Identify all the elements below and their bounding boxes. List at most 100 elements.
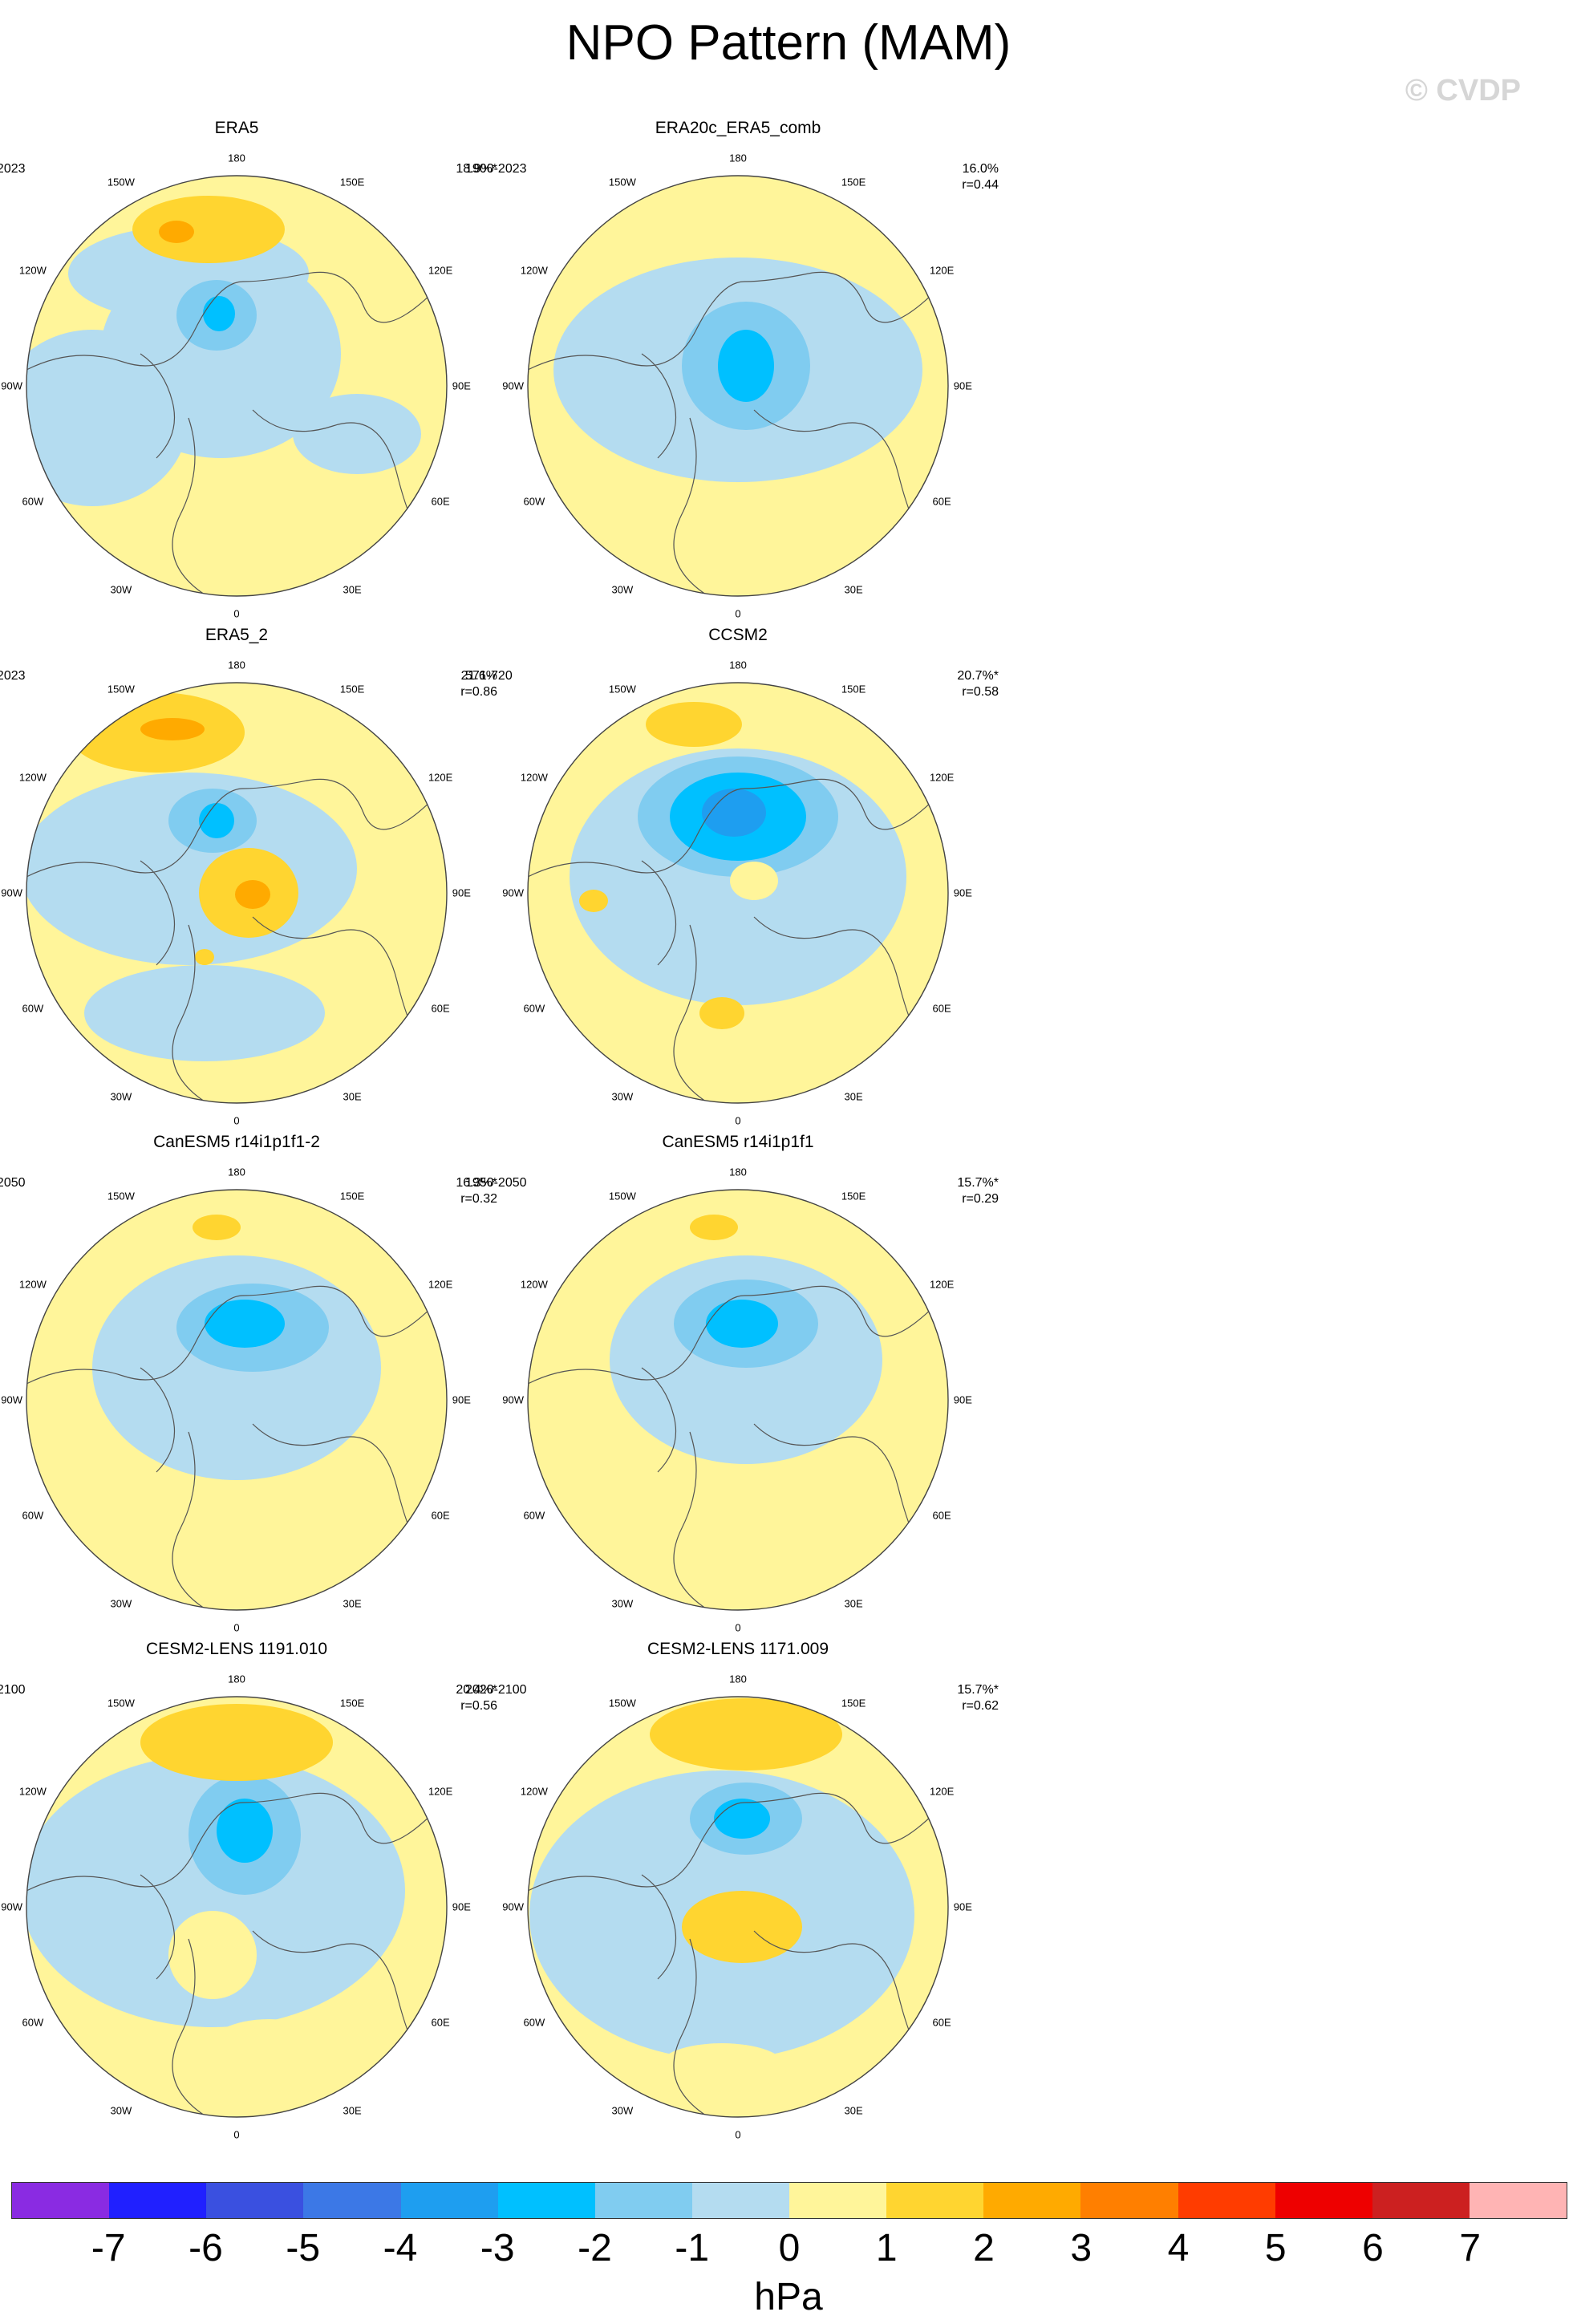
- variance-explained: 21.6%: [460, 669, 497, 683]
- longitude-label: 120E: [929, 1278, 955, 1291]
- longitude-label: 150E: [841, 683, 866, 696]
- map-shading: [528, 1697, 948, 2117]
- map-shading: [26, 1190, 447, 1610]
- longitude-label: 180: [228, 659, 245, 671]
- coastline: [528, 1285, 938, 1609]
- polar-map: [527, 1696, 949, 2118]
- longitude-label: 120E: [929, 771, 955, 784]
- longitude-label: 30W: [611, 1090, 634, 1103]
- longitude-label: 90E: [953, 1393, 972, 1406]
- colorbar-tick-label: -6: [189, 2227, 223, 2269]
- longitude-label: 60W: [523, 1509, 545, 1522]
- longitude-label: 90E: [452, 1393, 471, 1406]
- longitude-label: 180: [729, 1673, 747, 1685]
- longitude-label: 60E: [932, 1509, 951, 1522]
- longitude-label: 120E: [929, 1785, 955, 1798]
- longitude-label: 30E: [343, 1090, 362, 1103]
- map-shading: [26, 176, 447, 596]
- pattern-correlation: r=0.58: [962, 685, 999, 699]
- longitude-label: 150E: [841, 1697, 866, 1710]
- longitude-label: 90W: [502, 379, 525, 392]
- longitude-label: 60W: [523, 2016, 545, 2029]
- contour-region: [235, 880, 270, 909]
- coastline: [26, 1285, 436, 1609]
- colorbar-tick-label: -5: [286, 2227, 321, 2269]
- longitude-label: 180: [228, 1673, 245, 1685]
- longitude-label: 180: [228, 1166, 245, 1178]
- pattern-correlation: r=0.86: [460, 685, 497, 699]
- period-label: 1950-2023: [0, 162, 26, 176]
- map-panel: CanESM5 r14i1p1f1-2 1940-2050 16.3%* r=0.32…: [0, 1133, 541, 1634]
- polar-map: [527, 175, 949, 597]
- variance-explained: 20.7%*: [957, 669, 999, 683]
- period-label: 2020-2100: [0, 1683, 26, 1697]
- longitude-label: 120W: [18, 771, 47, 784]
- longitude-label: 150E: [339, 1190, 365, 1203]
- longitude-label: 0: [735, 607, 741, 620]
- contour-region: [650, 1698, 842, 1770]
- longitude-label: 120W: [18, 1278, 47, 1291]
- contour-region: [195, 949, 214, 965]
- panel-title: ERA5: [214, 119, 259, 137]
- longitude-label: 60E: [932, 2016, 951, 2029]
- map-boundary: [26, 175, 448, 597]
- longitude-label: 150W: [608, 176, 636, 189]
- pattern-correlation: r=0.62: [962, 1699, 999, 1713]
- contour-region: [699, 997, 744, 1029]
- variance-explained: 20.4%*: [456, 1683, 497, 1697]
- coastline: [528, 778, 938, 1102]
- colorbar-swatch: [303, 2183, 401, 2218]
- longitude-label: 90E: [953, 379, 972, 392]
- longitude-label: 90W: [1, 886, 23, 899]
- contour-region: [658, 2043, 786, 2091]
- longitude-label: 60W: [22, 1509, 44, 1522]
- longitude-label: 30E: [844, 1090, 863, 1103]
- variance-explained: 15.7%*: [957, 1683, 999, 1697]
- polar-map: [26, 682, 448, 1104]
- contour-region: [730, 862, 778, 900]
- map-panel: ERA5 1950-2023 18.9%* 180 0 150W 150E 120W 120E 9…: [0, 119, 541, 620]
- map-boundary: [527, 682, 949, 1104]
- longitude-label: 120W: [18, 1785, 47, 1798]
- colorbar-tick-label: 6: [1362, 2227, 1384, 2269]
- longitude-label: 180: [729, 152, 747, 164]
- longitude-label: 120E: [428, 264, 453, 277]
- longitude-label: 150W: [608, 1190, 636, 1203]
- colorbar-swatch: [1275, 2183, 1372, 2218]
- longitude-label: 90W: [502, 886, 525, 899]
- coastline: [26, 271, 436, 595]
- map-shading: [528, 683, 948, 1103]
- longitude-label: 0: [233, 1114, 240, 1127]
- colorbar-tick-label: 5: [1264, 2227, 1287, 2269]
- longitude-label: 60E: [431, 495, 450, 508]
- contour-region: [159, 221, 194, 243]
- pattern-correlation: r=0.56: [460, 1699, 497, 1713]
- longitude-label: 60E: [932, 1002, 951, 1015]
- longitude-label: 90W: [1, 1393, 23, 1406]
- colorbar-tick-label: 4: [1167, 2227, 1190, 2269]
- colorbar-tick-label: 0: [778, 2227, 801, 2269]
- contour-region: [217, 1799, 273, 1863]
- map-boundary: [26, 1189, 448, 1611]
- contour-region: [293, 394, 421, 474]
- colorbar-swatch: [983, 2183, 1081, 2218]
- colorbar-swatch: [691, 2183, 789, 2218]
- period-label: 1940-2050: [0, 1176, 26, 1190]
- map-panel: ERA5_2 1979-2023 21.6% r=0.86 180 0 150W 150E 12…: [0, 626, 541, 1127]
- colorbar-swatch: [400, 2183, 498, 2218]
- colorbar-tick-label: -2: [578, 2227, 612, 2269]
- longitude-label: 30E: [343, 1597, 362, 1610]
- contour-region: [26, 330, 189, 506]
- longitude-label: 60W: [22, 2016, 44, 2029]
- panel-title: CanESM5 r14i1p1f1-2: [153, 1133, 320, 1151]
- longitude-label: 90E: [953, 1900, 972, 1913]
- longitude-label: 180: [729, 1166, 747, 1178]
- variance-explained: 16.3%*: [456, 1176, 497, 1190]
- contour-region: [26, 1754, 405, 2027]
- contour-region: [682, 1891, 802, 1963]
- contour-region: [205, 1300, 285, 1348]
- contour-region: [84, 965, 325, 1061]
- polar-map: [26, 1189, 448, 1611]
- longitude-label: 0: [233, 2128, 240, 2141]
- longitude-label: 60W: [22, 1002, 44, 1015]
